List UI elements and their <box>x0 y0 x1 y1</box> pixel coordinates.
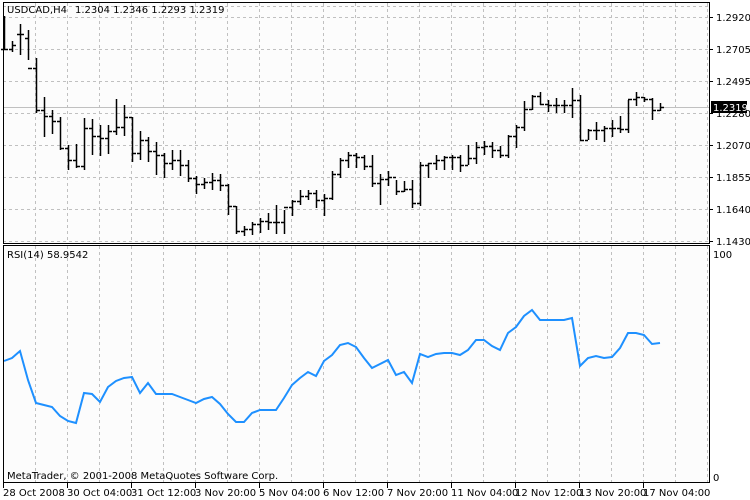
price-pane-border <box>3 2 710 244</box>
time-tick-label: 13 Nov 20:00 <box>579 488 646 499</box>
price-axis[interactable]: 1.2920 1.2705 1.2495 1.2280 1.2070 1.1855 1.16… <box>709 13 750 248</box>
rsi-indicator-label: RSI(14) 58.9542 <box>7 250 88 261</box>
svg-text:1.2319: 1.2319 <box>713 103 748 114</box>
time-tick-label: 12 Nov 12:00 <box>515 488 582 499</box>
ohlc-bars <box>1 16 664 236</box>
price-pane-background[interactable] <box>3 2 709 243</box>
rsi-tick-label: 0 <box>713 473 719 484</box>
price-tick-label: 1.1855 <box>716 173 750 184</box>
price-tick-label: 1.2920 <box>716 13 750 24</box>
price-tick-label: 1.2280 <box>716 109 750 120</box>
rsi-pane-border <box>3 245 710 483</box>
rsi-tick-label: 100 <box>713 250 732 261</box>
rsi-line <box>3 308 661 425</box>
price-tick-label: 1.2070 <box>716 141 750 152</box>
time-tick-label: 17 Nov 04:00 <box>643 488 710 499</box>
time-tick-label: 31 Oct 12:00 <box>131 488 196 499</box>
rsi-axis[interactable]: 100 0 <box>713 250 732 484</box>
price-tick-label: 1.2705 <box>716 45 750 56</box>
time-tick-label: 7 Nov 20:00 <box>387 488 448 499</box>
current-price-label: 1.2319 <box>711 101 748 114</box>
time-tick-label: 6 Nov 12:00 <box>323 488 384 499</box>
time-tick-label: 5 Nov 04:00 <box>259 488 320 499</box>
copyright-label: MetaTrader, © 2001-2008 MetaQuotes Softw… <box>7 471 278 482</box>
time-tick-label: 30 Oct 04:00 <box>67 488 132 499</box>
rsi-pane-background[interactable] <box>3 246 709 483</box>
time-tick-label: 11 Nov 04:00 <box>451 488 518 499</box>
price-tick-label: 1.1640 <box>716 205 750 216</box>
time-tick-label: 3 Nov 20:00 <box>195 488 256 499</box>
price-tick-label: 1.2495 <box>716 77 750 88</box>
symbol-ohlc-label: USDCAD,H4 1.2304 1.2346 1.2293 1.2319 <box>7 5 224 16</box>
time-tick-label: 28 Oct 2008 <box>3 488 65 499</box>
price-tick-label: 1.1430 <box>716 237 750 248</box>
grid-lines <box>3 3 709 482</box>
